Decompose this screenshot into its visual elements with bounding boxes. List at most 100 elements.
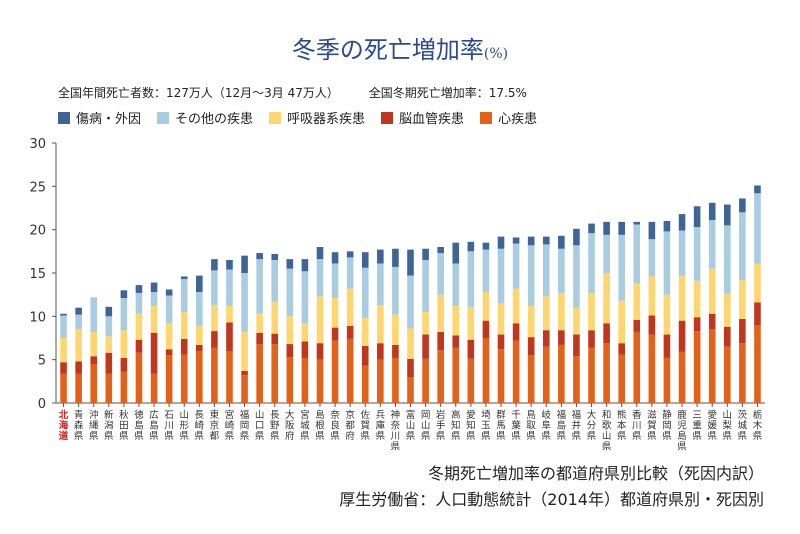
bar-segment-injury	[60, 314, 67, 316]
footer-source: 厚生労働省：人口動態統計（2014年）都道府県別・死因別	[339, 486, 764, 510]
bar-segment-injury	[483, 243, 490, 250]
bar-segment-heart	[271, 344, 278, 403]
bar-segment-other	[633, 224, 640, 283]
bar-segment-respiratory	[166, 323, 173, 349]
x-tick-label: 秋田県	[119, 409, 129, 442]
bar-segment-heart	[603, 343, 610, 403]
y-tick-label: 25	[29, 180, 46, 195]
x-tick-label: 愛知県	[466, 409, 476, 442]
bar-segment-heart	[60, 374, 67, 403]
bar-segment-heart	[181, 354, 188, 403]
bar-segment-injury	[75, 308, 82, 315]
bar-segment-heart	[452, 348, 459, 403]
x-tick-label: 北海道	[59, 409, 69, 442]
bar-segment-respiratory	[105, 336, 112, 352]
bar-segment-cerebro	[513, 323, 520, 340]
bar-segment-respiratory	[573, 308, 580, 335]
y-tick-label: 10	[29, 310, 46, 325]
bar-segment-heart	[422, 359, 429, 403]
x-tick-label: 佐賀県	[360, 409, 370, 442]
bar-segment-cerebro	[211, 331, 218, 347]
bar-segment-cerebro	[256, 333, 263, 344]
bar-segment-injury	[468, 242, 475, 252]
bar-segment-respiratory	[181, 312, 188, 339]
bar-segment-other	[739, 212, 746, 280]
bar-segment-injury	[543, 237, 550, 245]
bar-segment-heart	[317, 360, 324, 403]
x-tick-label: 福岡県	[240, 409, 250, 442]
bar-segment-other	[256, 259, 263, 314]
bar-segment-other	[483, 250, 490, 292]
bar-segment-injury	[694, 206, 701, 227]
x-tick-label: 青森県	[74, 409, 84, 442]
y-tick-label: 5	[38, 354, 46, 369]
bar-segment-respiratory	[543, 296, 550, 330]
bar-segment-respiratory	[271, 302, 278, 334]
bar-segment-heart	[362, 366, 369, 403]
bar-segment-injury	[513, 237, 520, 243]
bar-segment-respiratory	[196, 326, 203, 345]
bar-segment-injury	[573, 229, 580, 245]
bar-segment-cerebro	[347, 326, 354, 339]
bar-segment-respiratory	[211, 305, 218, 331]
bar-segment-other	[392, 267, 399, 315]
bar-segment-other	[136, 293, 143, 314]
bar-segment-respiratory	[377, 305, 384, 343]
x-tick-label: 神奈川県	[391, 409, 401, 453]
bar-segment-cerebro	[287, 344, 294, 357]
bar-segment-injury	[105, 307, 112, 317]
bar-segment-injury	[151, 283, 158, 293]
x-tick-label: 沖縄県	[89, 409, 99, 442]
bar-segment-other	[618, 235, 625, 301]
bar-segment-other	[513, 244, 520, 289]
bar-segment-heart	[105, 374, 112, 403]
bar-segment-heart	[709, 329, 716, 403]
bar-segment-injury	[437, 247, 444, 253]
x-tick-label: 長崎県	[195, 410, 205, 442]
bar-segment-cerebro	[649, 315, 656, 334]
bar-segment-heart	[739, 343, 746, 403]
x-tick-label: 徳島県	[134, 409, 144, 442]
bar-segment-heart	[407, 377, 414, 403]
bar-segment-injury	[452, 243, 459, 264]
bar-segment-cerebro	[226, 322, 233, 351]
bar-segment-heart	[392, 358, 399, 403]
bar-segment-injury	[332, 252, 339, 263]
bar-segment-respiratory	[362, 318, 369, 346]
bar-segment-heart	[332, 341, 339, 403]
bar-segment-respiratory	[452, 306, 459, 335]
bar-segment-heart	[287, 357, 294, 403]
bar-segment-heart	[618, 354, 625, 403]
bar-segment-heart	[724, 347, 731, 403]
bar-segment-respiratory	[256, 314, 263, 333]
bar-segment-injury	[287, 259, 294, 269]
bar-segment-respiratory	[664, 295, 671, 335]
bar-segment-respiratory	[528, 306, 535, 337]
x-tick-label: 富山県	[406, 409, 416, 442]
bar-segment-respiratory	[498, 303, 505, 334]
bar-segment-other	[105, 316, 112, 336]
bar-segment-respiratory	[287, 316, 294, 344]
bar-segment-other	[498, 249, 505, 304]
bar-segment-heart	[90, 364, 97, 403]
bar-segment-heart	[211, 348, 218, 403]
bar-segment-other	[407, 276, 414, 329]
x-tick-label: 大分県	[587, 409, 597, 442]
bar-segment-injury	[679, 214, 686, 230]
bar-segment-heart	[573, 356, 580, 403]
bar-segment-injury	[181, 276, 188, 279]
bar-segment-other	[422, 260, 429, 312]
bar-segment-respiratory	[603, 273, 610, 323]
x-tick-label: 福井県	[572, 409, 582, 442]
x-tick-label: 石川県	[164, 410, 174, 442]
x-tick-label: 岡山県	[421, 410, 431, 442]
x-tick-label: 鹿児島県	[677, 409, 687, 453]
bar-segment-other	[452, 263, 459, 305]
bar-segment-injury	[226, 260, 233, 270]
bar-segment-other	[724, 225, 731, 293]
bar-segment-heart	[347, 339, 354, 403]
bar-segment-heart	[256, 344, 263, 403]
x-tick-label: 香川県	[632, 410, 642, 442]
bar-segment-respiratory	[679, 276, 686, 321]
bar-segment-cerebro	[317, 343, 324, 359]
